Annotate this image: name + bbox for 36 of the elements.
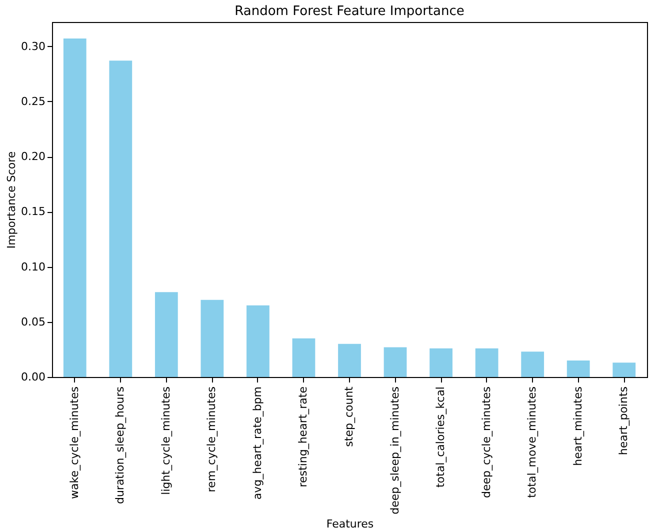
x-tick-label: rem_cycle_minutes [205,386,218,492]
x-tick-label: deep_sleep_in_minutes [388,386,402,514]
x-tick-label: wake_cycle_minutes [68,386,81,499]
bar [338,344,361,377]
x-tick-label: duration_sleep_hours [114,386,127,504]
bar [292,338,316,377]
bar [63,38,86,377]
y-tick-label: 0.00 [21,370,46,384]
bar [154,292,178,377]
bar [475,348,498,377]
bar [109,60,132,377]
bar [246,305,270,377]
y-axis-title: Importance Score [5,151,18,249]
bar [521,352,544,377]
bar [384,347,407,377]
y-tick-label: 0.10 [21,260,46,274]
x-tick-label: heart_points [617,386,630,456]
y-tick-label: 0.15 [21,205,46,218]
x-tick-label: avg_heart_rate_bpm [250,386,264,500]
y-tick-label: 0.25 [21,94,46,108]
bar [430,348,452,377]
bar [612,362,636,377]
y-tick-label: 0.20 [21,150,46,164]
bar [566,360,590,377]
y-tick-label: 0.30 [21,40,46,53]
bar [200,300,224,377]
x-tick-label: resting_heart_rate [296,386,310,488]
y-tick-label: 0.05 [21,315,46,328]
x-tick-label: deep_cycle_minutes [480,386,493,498]
x-tick-label: total_calories_kcal [434,386,448,488]
x-tick-label: step_count [342,386,356,447]
x-tick-label: total_move_minutes [526,386,539,498]
x-tick-label: light_cycle_minutes [159,386,172,495]
chart-title: Random Forest Feature Importance [234,4,464,19]
x-axis-title: Features [326,517,374,530]
x-tick-label: heart_minutes [571,386,584,466]
